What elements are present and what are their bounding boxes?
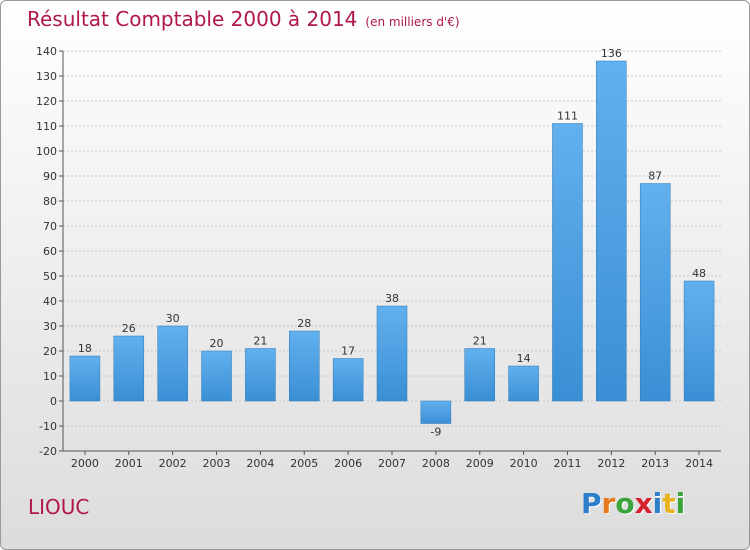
logo-letter: i [652, 487, 663, 520]
data-label: 111 [557, 110, 578, 123]
bar [683, 280, 715, 402]
logo-letter: i [675, 487, 686, 520]
bar [201, 350, 232, 402]
proxiti-logo: Proxiti [581, 487, 685, 520]
data-label: 30 [166, 312, 180, 325]
bar [113, 335, 145, 402]
y-tick-label: 140 [36, 45, 57, 58]
y-tick-label: -20 [39, 445, 57, 458]
x-tick-label: 2008 [422, 457, 450, 470]
x-tick-label: 2009 [466, 457, 494, 470]
x-tick-label: 2012 [597, 457, 625, 470]
y-tick-label: 30 [43, 320, 57, 333]
y-tick-label: -10 [39, 420, 57, 433]
y-tick-label: 0 [50, 395, 57, 408]
bar [464, 348, 495, 402]
x-tick-label: 2007 [378, 457, 406, 470]
x-tick-label: 2005 [290, 457, 318, 470]
bar [157, 325, 188, 402]
x-tick-label: 2006 [334, 457, 362, 470]
y-tick-label: 100 [36, 145, 57, 158]
bar [69, 355, 101, 402]
bar [420, 400, 452, 424]
x-tick-label: 2004 [246, 457, 274, 470]
chart-title-text: Résultat Comptable 2000 à 2014 [27, 7, 358, 31]
data-label: 17 [341, 345, 355, 358]
x-tick-label: 2010 [510, 457, 538, 470]
chart-title: Résultat Comptable 2000 à 2014 (en millie… [27, 7, 460, 31]
bar [376, 305, 408, 402]
data-label: 136 [601, 47, 622, 60]
bar [245, 348, 276, 402]
x-tick-label: 2000 [71, 457, 99, 470]
logo-letter: r [601, 487, 616, 520]
data-label: 26 [122, 322, 136, 335]
bar [596, 60, 627, 402]
data-label: 14 [517, 352, 531, 365]
x-tick-label: 2003 [203, 457, 231, 470]
data-label: 20 [210, 337, 224, 350]
y-tick-label: 130 [36, 70, 57, 83]
bar [639, 183, 671, 402]
y-tick-label: 90 [43, 170, 57, 183]
data-label: 18 [78, 342, 92, 355]
y-tick-label: 60 [43, 245, 57, 258]
data-label: 48 [692, 267, 706, 280]
bar [552, 123, 583, 402]
x-tick-label: 2014 [685, 457, 713, 470]
data-label: 21 [253, 335, 267, 348]
y-tick-label: 40 [43, 295, 57, 308]
logo-letter: x [634, 487, 653, 520]
data-label: 38 [385, 292, 399, 305]
y-tick-label: 50 [43, 270, 57, 283]
y-tick-label: 120 [36, 95, 57, 108]
bar [508, 365, 539, 402]
y-tick-label: 110 [36, 120, 57, 133]
y-tick-label: 70 [43, 220, 57, 233]
x-tick-label: 2001 [115, 457, 143, 470]
y-tick-label: 10 [43, 370, 57, 383]
logo-letter: P [581, 487, 602, 520]
x-tick-label: 2013 [641, 457, 669, 470]
commune-name: LIOUC [28, 495, 90, 519]
chart-subtitle: (en milliers d'€) [365, 15, 460, 29]
y-tick-label: 20 [43, 345, 57, 358]
data-label: -9 [430, 426, 441, 439]
logo-letter: o [615, 487, 635, 520]
bar [289, 330, 320, 402]
bar [332, 358, 364, 402]
x-tick-label: 2011 [553, 457, 581, 470]
x-tick-label: 2002 [159, 457, 187, 470]
data-label: 87 [648, 170, 662, 183]
data-label: 28 [297, 317, 311, 330]
y-tick-label: 80 [43, 195, 57, 208]
logo-letter: t [662, 487, 676, 520]
data-label: 21 [473, 335, 487, 348]
